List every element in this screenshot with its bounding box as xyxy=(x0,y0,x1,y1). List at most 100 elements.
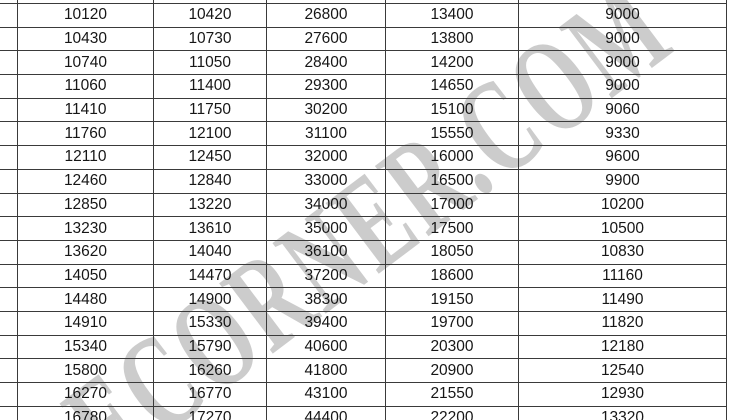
table-cell: 15550 xyxy=(385,121,519,147)
table-cell: 15790 xyxy=(153,334,267,360)
table-cell: 18600 xyxy=(385,263,519,289)
table-cell: 10730 xyxy=(153,26,267,52)
table-row: 10430 10730 27600 13800 9000 xyxy=(0,26,727,52)
table-row: 11060 11400 29300 14650 9000 xyxy=(0,74,727,99)
clipped-left-cell xyxy=(0,263,18,289)
table-row: 12850 13220 34000 17000 10200 xyxy=(0,192,727,218)
table-cell: 12540 xyxy=(518,358,727,383)
clipped-left-cell xyxy=(0,121,18,147)
table-cell: 10830 xyxy=(518,239,727,265)
table-cell: 9000 xyxy=(518,74,727,99)
table-cell: 14650 xyxy=(385,74,519,99)
table-cell: 16500 xyxy=(385,168,519,194)
table-cell: 26800 xyxy=(266,3,386,28)
table-cell: 9000 xyxy=(518,26,727,52)
clipped-left-cell xyxy=(0,334,18,360)
pay-table-body: 10120 10420 26800 13400 9000 10430 10730 27600 1… xyxy=(0,0,727,420)
table-row: 15800 16260 41800 20900 12540 xyxy=(0,358,727,383)
table-cell: 11050 xyxy=(153,50,267,76)
table-cell: 20300 xyxy=(385,334,519,360)
table-cell: 10740 xyxy=(17,50,154,76)
table-cell: 40600 xyxy=(266,334,386,360)
table-row: 14910 15330 39400 19700 11820 xyxy=(0,310,727,336)
table-cell: 16780 xyxy=(17,405,154,420)
table-cell: 38300 xyxy=(266,287,386,312)
table-cell: 12840 xyxy=(153,168,267,194)
table-row: 12110 12450 32000 16000 9600 xyxy=(0,145,727,170)
table-cell: 14480 xyxy=(17,287,154,312)
clipped-left-cell xyxy=(0,382,18,407)
table-cell: 12110 xyxy=(17,145,154,170)
table-cell: 13610 xyxy=(153,216,267,241)
table-cell: 13400 xyxy=(385,3,519,28)
table-cell xyxy=(518,0,727,4)
table-cell: 12450 xyxy=(153,145,267,170)
clipped-left-cell xyxy=(0,50,18,76)
table-cell: 9330 xyxy=(518,121,727,147)
table-cell: 39400 xyxy=(266,310,386,336)
clipped-left-cell xyxy=(0,145,18,170)
clipped-left-cell xyxy=(0,168,18,194)
table-row-bottom-partial: 16780 17270 44400 22200 13320 xyxy=(0,405,727,420)
table-row: 15340 15790 40600 20300 12180 xyxy=(0,334,727,360)
table-cell: 10420 xyxy=(153,3,267,28)
table-cell: 16260 xyxy=(153,358,267,383)
table-cell: 11400 xyxy=(153,74,267,99)
table-cell: 16270 xyxy=(17,382,154,407)
clipped-left-cell xyxy=(0,26,18,52)
table-cell: 12850 xyxy=(17,192,154,218)
table-cell: 37200 xyxy=(266,263,386,289)
table-cell: 34000 xyxy=(266,192,386,218)
table-cell: 29300 xyxy=(266,74,386,99)
table-cell: 16770 xyxy=(153,382,267,407)
clipped-left-cell xyxy=(0,216,18,241)
clipped-left-cell xyxy=(0,358,18,383)
table-cell: 20900 xyxy=(385,358,519,383)
table-cell: 30200 xyxy=(266,97,386,123)
pay-table: 10120 10420 26800 13400 9000 10430 10730 27600 1… xyxy=(0,0,727,420)
table-cell: 9060 xyxy=(518,97,727,123)
table-cell: 43100 xyxy=(266,382,386,407)
table-row: 13230 13610 35000 17500 10500 xyxy=(0,216,727,241)
table-cell: 28400 xyxy=(266,50,386,76)
table-cell: 17000 xyxy=(385,192,519,218)
table-cell: 9900 xyxy=(518,168,727,194)
table-row: 14050 14470 37200 18600 11160 xyxy=(0,263,727,289)
table-row: 10740 11050 28400 14200 9000 xyxy=(0,50,727,76)
table-cell: 12100 xyxy=(153,121,267,147)
clipped-left-cell xyxy=(0,3,18,28)
table-cell: 14470 xyxy=(153,263,267,289)
table-cell: 11060 xyxy=(17,74,154,99)
table-cell: 15330 xyxy=(153,310,267,336)
table-cell: 36100 xyxy=(266,239,386,265)
table-row: 11760 12100 31100 15550 9330 xyxy=(0,121,727,147)
table-cell: 41800 xyxy=(266,358,386,383)
table-cell: 19700 xyxy=(385,310,519,336)
table-cell: 14040 xyxy=(153,239,267,265)
pay-table-container: 10120 10420 26800 13400 9000 10430 10730 27600 1… xyxy=(0,0,727,420)
table-cell: 16000 xyxy=(385,145,519,170)
table-cell: 14900 xyxy=(153,287,267,312)
table-cell: 9000 xyxy=(518,3,727,28)
clipped-left-cell xyxy=(0,74,18,99)
clipped-left-cell xyxy=(0,405,18,420)
table-cell: 10430 xyxy=(17,26,154,52)
table-cell: 15340 xyxy=(17,334,154,360)
clipped-left-cell xyxy=(0,287,18,312)
table-cell: 14050 xyxy=(17,263,154,289)
table-cell: 11490 xyxy=(518,287,727,312)
table-row: 14480 14900 38300 19150 11490 xyxy=(0,287,727,312)
table-cell: 11760 xyxy=(17,121,154,147)
table-cell: 33000 xyxy=(266,168,386,194)
table-cell: 11820 xyxy=(518,310,727,336)
clipped-left-cell xyxy=(0,97,18,123)
table-cell: 12460 xyxy=(17,168,154,194)
table-cell: 13320 xyxy=(518,405,727,420)
table-cell: 15800 xyxy=(17,358,154,383)
table-cell: 13230 xyxy=(17,216,154,241)
clipped-left-cell xyxy=(0,310,18,336)
table-cell: 18050 xyxy=(385,239,519,265)
table-cell: 13220 xyxy=(153,192,267,218)
table-cell: 17270 xyxy=(153,405,267,420)
